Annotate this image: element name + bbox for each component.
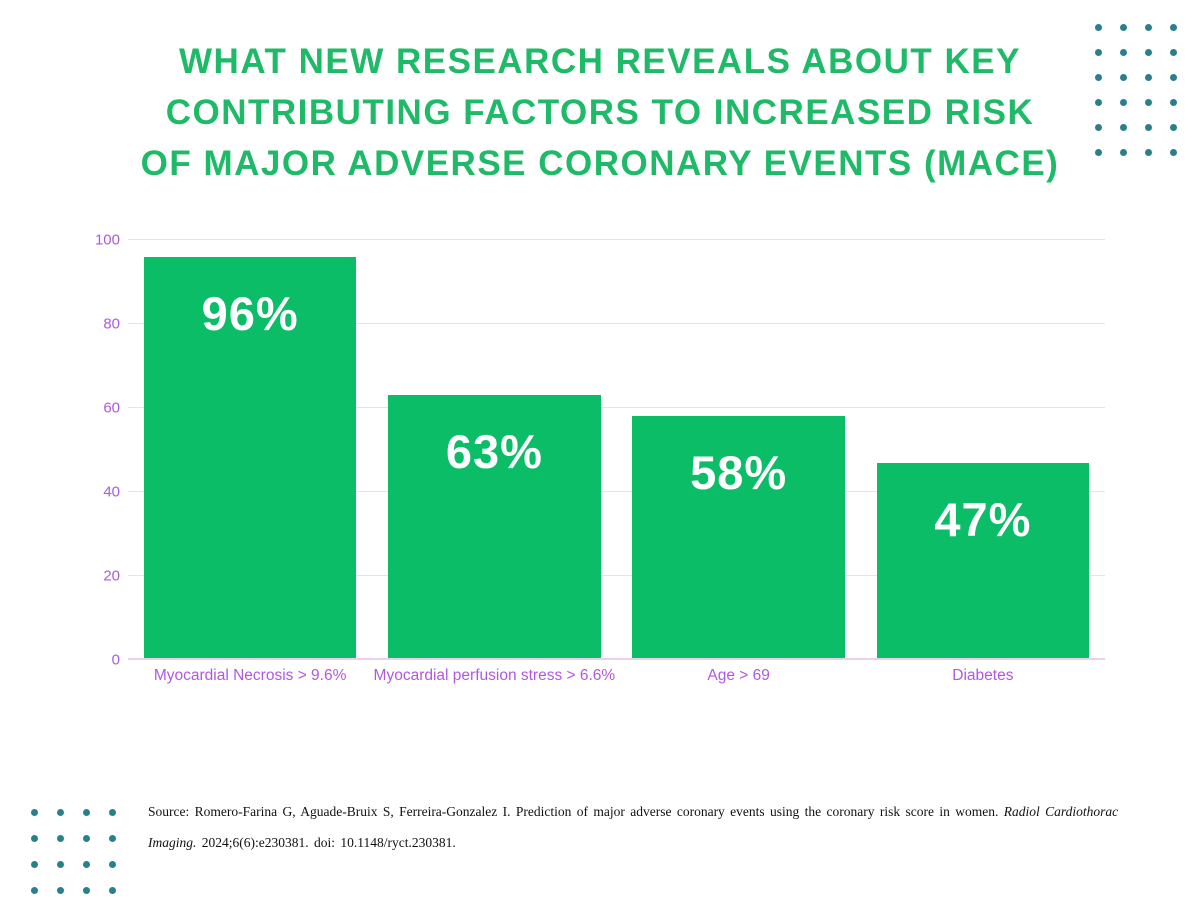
dot — [1170, 99, 1177, 106]
gridline — [128, 323, 1105, 324]
bar-slot: 47% — [861, 240, 1105, 660]
dot — [83, 809, 90, 816]
y-axis-tick-label: 100 — [94, 231, 120, 249]
dot — [31, 887, 38, 894]
gridline — [128, 575, 1105, 576]
x-axis-labels: Myocardial Necrosis > 9.6% Myocardial per… — [128, 667, 1105, 685]
source-journal-italic-cont: Imaging. — [148, 834, 197, 850]
dot — [1170, 149, 1177, 156]
source-line-2: Imaging. 2024;6(6):e230381. doi: 10.1148… — [148, 828, 1158, 859]
dot — [57, 861, 64, 868]
bar: 96% — [143, 256, 357, 660]
dot — [31, 861, 38, 868]
bar-value-label: 58% — [690, 446, 788, 500]
dot — [1095, 24, 1102, 31]
dot — [1170, 49, 1177, 56]
bar-slot: 96% — [128, 240, 372, 660]
title-line-1: WHAT NEW RESEARCH REVEALS ABOUT KEY — [179, 42, 1021, 81]
dot — [1170, 124, 1177, 131]
dot — [57, 887, 64, 894]
dot — [1145, 149, 1152, 156]
dot — [1095, 124, 1102, 131]
y-axis-tick-label: 0 — [111, 651, 120, 669]
gridline — [128, 658, 1105, 660]
dot — [1145, 74, 1152, 81]
dot — [1095, 49, 1102, 56]
dot — [1145, 24, 1152, 31]
dot — [1120, 124, 1127, 131]
dot — [1145, 49, 1152, 56]
x-axis-category-label: Myocardial perfusion stress > 6.6% — [373, 667, 616, 684]
dot — [1095, 149, 1102, 156]
y-axis-tick-label: 80 — [103, 315, 120, 333]
dot — [1120, 24, 1127, 31]
gridline — [128, 239, 1105, 240]
bar-value-label: 63% — [445, 425, 543, 479]
dot — [83, 835, 90, 842]
dot — [83, 887, 90, 894]
dot — [1170, 74, 1177, 81]
bar-value-label: 47% — [934, 492, 1032, 546]
dot — [31, 809, 38, 816]
dot — [1095, 74, 1102, 81]
page-title: WHAT NEW RESEARCH REVEALS ABOUT KEY CONT… — [0, 36, 1200, 189]
dot — [57, 835, 64, 842]
bar: 47% — [876, 462, 1090, 660]
dot — [1120, 149, 1127, 156]
source-doi-text: 2024;6(6):e230381. doi: 10.1148/ryct.230… — [196, 834, 456, 850]
dot — [1120, 99, 1127, 106]
source-line-1: Source: Romero-Farina G, Aguade-Bruix S,… — [148, 797, 1158, 828]
source-text: Source: Romero-Farina G, Aguade-Bruix S,… — [148, 804, 1004, 819]
title-line-2: CONTRIBUTING FACTORS TO INCREASED RISK — [165, 93, 1035, 132]
x-axis-category-label: Myocardial Necrosis > 9.6% — [153, 667, 347, 684]
title-line-3: OF MAJOR ADVERSE CORONARY EVENTS (MACE) — [140, 144, 1060, 183]
dot — [1120, 74, 1127, 81]
dot — [1170, 24, 1177, 31]
gridline — [128, 491, 1105, 492]
dot — [1095, 99, 1102, 106]
dot — [109, 835, 116, 842]
dot-pattern-top-right — [1095, 24, 1177, 156]
x-axis-category-label: Diabetes — [952, 667, 1014, 684]
dot — [109, 861, 116, 868]
bars-container: 96% 63% 58% 47% — [128, 240, 1105, 660]
x-axis-category-label: Age > 69 — [707, 667, 770, 684]
bar-value-label: 96% — [201, 286, 299, 340]
dot — [1145, 124, 1152, 131]
dot-pattern-bottom-left — [31, 809, 116, 894]
dot — [83, 861, 90, 868]
dot — [1120, 49, 1127, 56]
bar-slot: 63% — [372, 240, 616, 660]
bar: 63% — [388, 395, 601, 660]
dot — [31, 835, 38, 842]
source-citation: Source: Romero-Farina G, Aguade-Bruix S,… — [148, 797, 1158, 858]
bar-chart-plot-area: 0 20 40 60 80 100 96% 63% 58% 47% — [95, 233, 1105, 668]
source-journal-italic: Radiol Cardiothorac — [1003, 804, 1119, 819]
dot — [57, 809, 64, 816]
bar: 58% — [632, 416, 845, 660]
dot — [1145, 99, 1152, 106]
bar-slot: 58% — [617, 240, 861, 660]
y-axis-tick-label: 20 — [103, 567, 120, 585]
gridline — [128, 407, 1105, 408]
dot — [109, 887, 116, 894]
y-axis-tick-label: 40 — [103, 483, 120, 501]
y-axis-tick-label: 60 — [103, 399, 120, 417]
dot — [109, 809, 116, 816]
